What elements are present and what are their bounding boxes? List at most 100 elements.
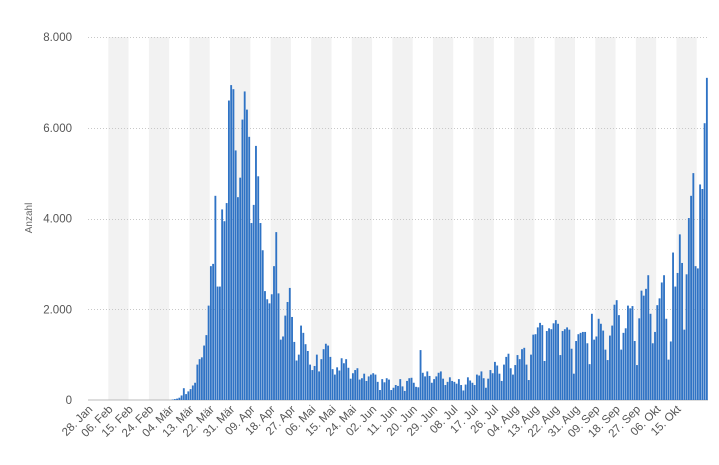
bar: [554, 320, 557, 400]
bar: [394, 385, 397, 400]
bar: [507, 353, 510, 400]
bar: [462, 390, 465, 400]
bar: [503, 364, 505, 400]
bar: [365, 380, 368, 400]
bar: [678, 234, 681, 400]
bar: [505, 356, 508, 400]
bar: [205, 335, 208, 400]
bar: [268, 303, 271, 400]
bar: [327, 345, 330, 400]
bar: [351, 373, 354, 400]
bar: [451, 380, 454, 400]
bar: [611, 325, 614, 400]
bar: [203, 345, 206, 400]
bar: [232, 89, 235, 401]
bar: [613, 304, 616, 400]
bar: [361, 378, 363, 400]
background-stripes: [108, 37, 697, 400]
bar: [487, 378, 490, 400]
bar: [624, 328, 627, 400]
bar: [609, 335, 611, 400]
bar: [667, 359, 670, 400]
bar: [597, 318, 600, 400]
bar: [588, 364, 591, 400]
bar: [178, 397, 181, 400]
bar: [397, 385, 399, 400]
background-stripe: [392, 37, 413, 400]
bar: [338, 370, 341, 400]
bar: [200, 357, 203, 400]
bar: [259, 223, 262, 400]
bar: [701, 189, 704, 400]
bar: [482, 378, 485, 400]
bar: [561, 331, 564, 400]
bar: [577, 334, 580, 400]
bar: [428, 375, 431, 400]
bar: [471, 382, 474, 400]
bar: [207, 305, 210, 400]
bar: [595, 336, 598, 400]
bar: [525, 364, 528, 400]
bar: [638, 318, 641, 400]
bar: [388, 379, 390, 400]
bar: [227, 100, 230, 401]
bar: [392, 387, 395, 400]
bar: [590, 313, 593, 400]
bar: [221, 209, 224, 400]
bar: [559, 355, 562, 400]
bar: [390, 390, 393, 400]
bar: [241, 119, 244, 401]
bar: [496, 365, 499, 400]
bar: [676, 272, 679, 400]
bar: [216, 286, 219, 400]
bar: [602, 330, 605, 400]
bar: [557, 323, 559, 400]
bar: [257, 176, 260, 400]
bar: [252, 204, 255, 400]
bar: [455, 383, 458, 400]
bar: [615, 300, 618, 400]
bars: [171, 77, 708, 401]
bar: [354, 370, 357, 400]
bar: [649, 313, 652, 400]
bar: [291, 316, 293, 400]
bar: [512, 374, 514, 400]
bar: [633, 341, 636, 400]
background-stripe: [514, 37, 535, 400]
bar: [645, 288, 647, 400]
bar: [306, 350, 309, 400]
bar: [658, 298, 661, 400]
bar: [250, 223, 253, 400]
bar: [469, 380, 472, 400]
bar: [417, 387, 420, 400]
bar: [622, 332, 625, 400]
bar: [584, 331, 587, 400]
bar: [363, 373, 366, 400]
bar: [681, 262, 683, 400]
bar: [548, 328, 550, 400]
bar: [593, 339, 596, 400]
bar: [532, 334, 535, 400]
bar: [176, 398, 178, 400]
bar: [288, 287, 291, 400]
bar: [699, 184, 702, 400]
bar: [399, 379, 402, 400]
bar: [534, 334, 537, 400]
y-tick-label: 4.000: [43, 214, 72, 226]
bar: [620, 349, 623, 400]
bar: [568, 329, 571, 400]
bar: [225, 203, 228, 400]
bar: [189, 389, 192, 400]
bar: [342, 363, 345, 400]
bar: [214, 195, 217, 400]
bar: [660, 282, 663, 400]
bar: [478, 375, 481, 400]
bar: [566, 327, 569, 400]
y-tick-label: 8.000: [43, 32, 72, 44]
bar: [275, 232, 278, 400]
bar: [196, 364, 199, 400]
bar: [642, 295, 645, 400]
bar: [692, 173, 695, 400]
bar: [331, 369, 334, 400]
bar: [315, 354, 318, 400]
